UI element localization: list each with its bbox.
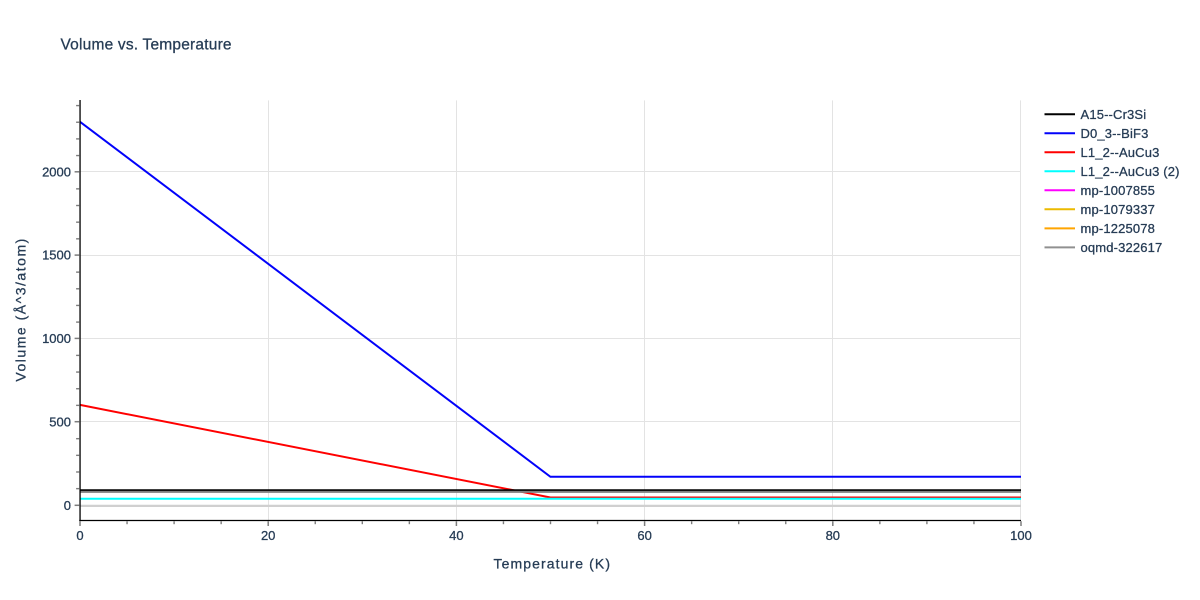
svg-text:500: 500	[49, 414, 71, 429]
svg-text:0: 0	[64, 498, 71, 513]
svg-text:Temperature (K): Temperature (K)	[493, 555, 611, 571]
svg-text:0: 0	[76, 528, 83, 543]
svg-text:L1_2--AuCu3: L1_2--AuCu3	[1081, 145, 1160, 160]
svg-text:2000: 2000	[42, 164, 71, 179]
svg-text:100: 100	[1010, 528, 1032, 543]
svg-text:A15--Cr3Si: A15--Cr3Si	[1081, 107, 1147, 122]
svg-text:L1_2--AuCu3 (2): L1_2--AuCu3 (2)	[1081, 164, 1180, 179]
svg-text:mp-1079337: mp-1079337	[1081, 202, 1156, 217]
svg-text:mp-1007855: mp-1007855	[1081, 183, 1156, 198]
svg-text:60: 60	[637, 528, 651, 543]
svg-text:1500: 1500	[42, 248, 71, 263]
svg-text:mp-1225078: mp-1225078	[1081, 221, 1156, 236]
svg-text:D0_3--BiF3: D0_3--BiF3	[1081, 126, 1149, 141]
svg-text:oqmd-322617: oqmd-322617	[1081, 240, 1163, 255]
svg-text:1000: 1000	[42, 331, 71, 346]
svg-text:Volume (Å^3/atom): Volume (Å^3/atom)	[13, 237, 29, 381]
svg-text:20: 20	[261, 528, 275, 543]
svg-text:80: 80	[826, 528, 840, 543]
svg-text:40: 40	[449, 528, 463, 543]
svg-text:Volume vs. Temperature: Volume vs. Temperature	[61, 36, 232, 53]
